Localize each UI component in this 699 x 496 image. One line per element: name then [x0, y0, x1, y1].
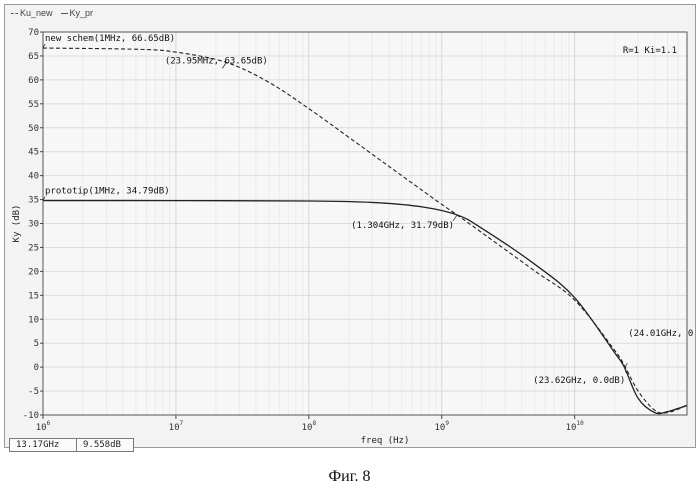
y-axis-title: Ky (dB) — [12, 205, 22, 243]
x-tick-label: 109 — [435, 420, 450, 433]
y-tick-label: 70 — [28, 28, 39, 38]
y-tick-label: 45 — [28, 148, 39, 158]
y-tick-label: 15 — [28, 291, 39, 301]
x-tick-label: 106 — [36, 420, 51, 433]
x-tick-label: 107 — [169, 420, 184, 433]
plot-window: Ku_new Ky_pr -10-50510152025303540455055… — [4, 4, 696, 448]
annotation-label: (1.304GHz, 31.79dB) — [351, 221, 454, 231]
annotation-label: prototip(1MHz, 34.79dB) — [45, 187, 170, 197]
x-tick-label: 108 — [302, 420, 317, 433]
figure-caption: Фиг. 8 — [0, 468, 699, 486]
annotation-label: (24.01GHz, 0.0dB) — [628, 329, 695, 339]
chart-svg[interactable]: -10 -5 0 5 10 15 20 25 30 35 40 45 50 55 60 65 70 106 107 1… — [5, 5, 695, 447]
y-tick-label: 30 — [28, 220, 39, 230]
y-tick-label: 60 — [28, 76, 39, 86]
y-tick-label: 35 — [28, 196, 39, 206]
x-axis-title: freq (Hz) — [361, 436, 410, 446]
x-tick-label: 1010 — [566, 420, 584, 433]
annotation-label: (23.95MHz, 63.65dB) — [165, 56, 268, 66]
y-tick-label: 20 — [28, 267, 39, 277]
y-tick-label: 25 — [28, 243, 39, 253]
y-tick-label: 5 — [34, 339, 39, 349]
y-tick-label: 40 — [28, 172, 39, 182]
y-tick-label: 50 — [28, 124, 39, 134]
y-tick-label: 0 — [34, 363, 39, 373]
annotation-label: new schem(1MHz, 66.65dB) — [45, 34, 175, 44]
y-tick-label: 10 — [28, 315, 39, 325]
status-value: 9.558dB — [77, 438, 134, 452]
y-tick-label: -5 — [28, 387, 39, 397]
annotation-label: (23.62GHz, 0.0dB) — [533, 376, 625, 386]
param-label: R=1 Ki=1.1 — [623, 46, 677, 56]
y-tick-label: -10 — [23, 411, 39, 421]
y-tick-label: 65 — [28, 52, 39, 62]
status-bar: 13.17GHz 9.558dB — [9, 438, 134, 451]
y-tick-label: 55 — [28, 100, 39, 110]
status-freq: 13.17GHz — [9, 438, 77, 452]
